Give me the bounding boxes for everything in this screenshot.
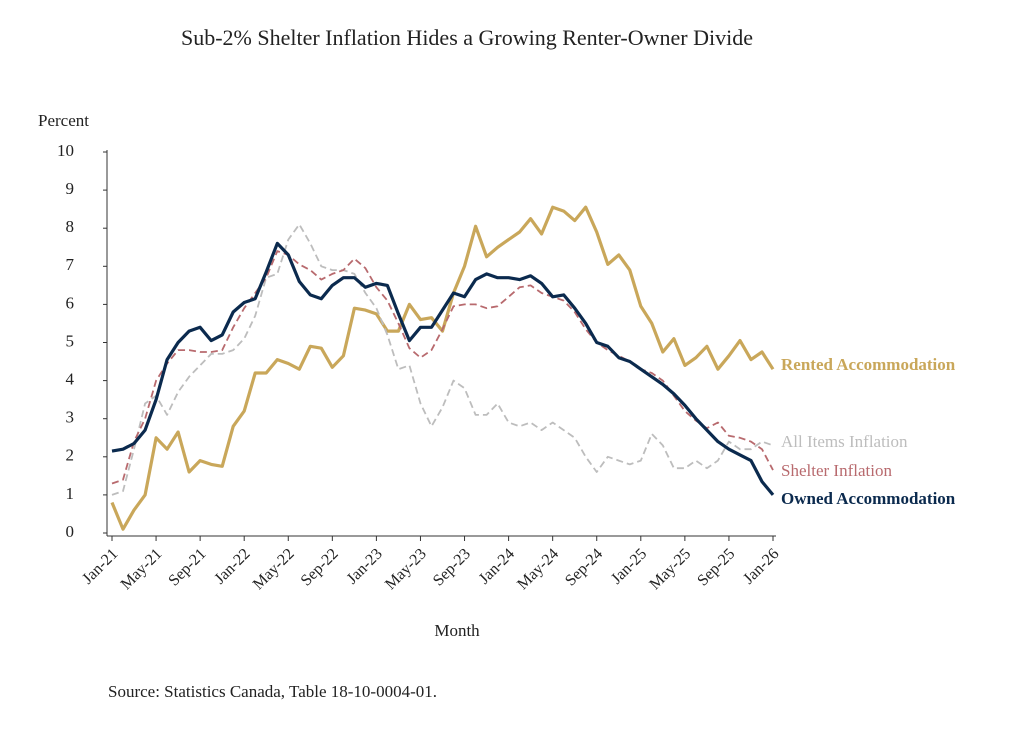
x-axis-label: Month [434, 621, 480, 640]
x-tick-label: Sep-22 [298, 545, 342, 589]
y-tick-label: 6 [66, 293, 75, 312]
y-tick-label: 3 [66, 408, 75, 427]
x-tick-label: Sep-21 [165, 545, 209, 589]
y-tick-label: 5 [66, 331, 75, 350]
x-tick-label: Sep-23 [430, 545, 474, 589]
y-tick-label: 0 [66, 522, 75, 541]
y-tick-label: 7 [66, 255, 75, 274]
x-tick-label: Jan-21 [79, 545, 121, 587]
series-line [111, 250, 774, 485]
series-label: Shelter Inflation [781, 461, 892, 480]
x-tick-label: Sep-25 [694, 545, 738, 589]
y-tick-label: 1 [66, 484, 75, 503]
x-tick-label: May-23 [382, 545, 430, 593]
series-line [111, 223, 774, 496]
x-tick-label: Sep-24 [562, 545, 606, 589]
series-label: Rented Accommodation [781, 355, 956, 374]
y-axis-label: Percent [38, 111, 89, 130]
x-tick-label: May-25 [646, 545, 694, 593]
x-tick-label: May-22 [250, 545, 298, 593]
x-tick-label: Jan-22 [211, 545, 253, 587]
series-line [111, 241, 775, 496]
y-tick-label: 10 [57, 141, 74, 160]
y-tick-label: 9 [66, 179, 75, 198]
x-tick-label: Jan-25 [608, 545, 650, 587]
y-tick-label: 2 [66, 446, 75, 465]
x-tick-label: Jan-26 [740, 545, 782, 587]
series-line [110, 205, 775, 531]
x-tick-label: Jan-23 [344, 545, 386, 587]
chart-title: Sub-2% Shelter Inflation Hides a Growing… [181, 25, 753, 50]
y-tick-label: 8 [66, 217, 75, 236]
x-tick-label: May-24 [514, 545, 562, 593]
source-note: Source: Statistics Canada, Table 18-10-0… [108, 682, 437, 701]
x-tick-label: May-21 [118, 545, 166, 593]
series-label: Owned Accommodation [781, 489, 956, 508]
x-tick-label: Jan-24 [476, 545, 518, 587]
y-tick-label: 4 [66, 370, 75, 389]
series-label: All Items Inflation [781, 432, 908, 451]
